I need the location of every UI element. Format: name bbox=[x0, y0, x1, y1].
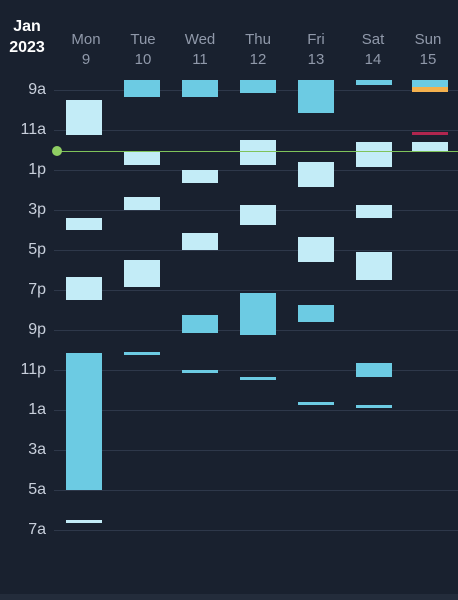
day-number: 11 bbox=[192, 51, 208, 68]
calendar-event-block[interactable] bbox=[356, 251, 392, 280]
calendar-event-block[interactable] bbox=[124, 260, 160, 287]
calendar-event-block[interactable] bbox=[182, 80, 218, 97]
day-name: Wed bbox=[184, 31, 216, 48]
day-name: Tue bbox=[130, 31, 156, 48]
year-label: 2023 bbox=[9, 39, 45, 56]
calendar-event-block[interactable] bbox=[240, 140, 276, 165]
day-name: Sun bbox=[414, 31, 442, 48]
calendar-event-block[interactable] bbox=[124, 151, 160, 165]
time-label-3p: 3p bbox=[28, 201, 46, 218]
day-name: Fri bbox=[307, 31, 325, 48]
day-number: 10 bbox=[134, 51, 152, 68]
calendar-event-block[interactable] bbox=[412, 86, 448, 92]
time-label-11a: 11a bbox=[20, 121, 46, 138]
calendar-event-block[interactable] bbox=[298, 305, 334, 322]
day-name: Sat bbox=[361, 31, 385, 48]
month-label: Jan bbox=[13, 18, 41, 35]
grid-line bbox=[54, 450, 458, 451]
calendar-event-block[interactable] bbox=[412, 131, 448, 135]
calendar-event-block[interactable] bbox=[356, 405, 392, 408]
calendar-event-block[interactable] bbox=[182, 315, 218, 334]
calendar-event-block[interactable] bbox=[298, 401, 334, 405]
time-label-1a: 1a bbox=[28, 401, 46, 418]
grid-line bbox=[54, 290, 458, 291]
calendar-event-block[interactable] bbox=[356, 363, 392, 377]
day-header-sat[interactable]: Sat 14 bbox=[344, 30, 402, 70]
time-label-3a: 3a bbox=[28, 441, 46, 458]
grid-line bbox=[54, 370, 458, 371]
day-number: 14 bbox=[364, 51, 382, 68]
time-label-9a: 9a bbox=[28, 81, 46, 98]
day-name: Mon bbox=[71, 31, 101, 48]
calendar-event-block[interactable] bbox=[182, 370, 218, 373]
time-label-5a: 5a bbox=[28, 481, 46, 498]
time-label-11p: 11p bbox=[20, 361, 46, 378]
day-name: Thu bbox=[245, 31, 271, 48]
time-label-7p: 7p bbox=[28, 281, 46, 298]
time-label-1p: 1p bbox=[28, 161, 46, 178]
current-time-dot bbox=[52, 146, 62, 156]
calendar-event-block[interactable] bbox=[182, 233, 218, 250]
grid-line bbox=[54, 490, 458, 491]
time-label-5p: 5p bbox=[28, 241, 46, 258]
day-number: 15 bbox=[419, 51, 437, 68]
bottom-bar bbox=[0, 594, 458, 600]
day-number: 13 bbox=[307, 51, 325, 68]
calendar-event-block[interactable] bbox=[66, 100, 102, 135]
day-header-tue[interactable]: Tue 10 bbox=[114, 30, 172, 70]
calendar-event-block[interactable] bbox=[298, 236, 334, 262]
calendar-event-block[interactable] bbox=[412, 80, 448, 87]
grid-line bbox=[54, 410, 458, 411]
day-header-sun[interactable]: Sun 15 bbox=[399, 30, 457, 70]
time-label-7a: 7a bbox=[28, 521, 46, 538]
day-header-fri[interactable]: Fri 13 bbox=[287, 30, 345, 70]
day-number: 9 bbox=[81, 51, 91, 68]
calendar-event-block[interactable] bbox=[124, 351, 160, 355]
calendar-event-block[interactable] bbox=[240, 376, 276, 380]
calendar-event-block[interactable] bbox=[240, 293, 276, 335]
grid-line bbox=[54, 250, 458, 251]
calendar-event-block[interactable] bbox=[66, 276, 102, 300]
day-number: 12 bbox=[249, 51, 267, 68]
grid-line bbox=[54, 170, 458, 171]
calendar-event-block[interactable] bbox=[412, 141, 448, 152]
day-header-mon[interactable]: Mon 9 bbox=[57, 30, 115, 70]
calendar-event-block[interactable] bbox=[66, 218, 102, 230]
calendar-event-block[interactable] bbox=[124, 80, 160, 97]
calendar-event-block[interactable] bbox=[356, 141, 392, 167]
day-header-thu[interactable]: Thu 12 bbox=[229, 30, 287, 70]
calendar-event-block[interactable] bbox=[182, 170, 218, 184]
grid-line bbox=[54, 130, 458, 131]
current-time-line bbox=[57, 151, 458, 152]
grid-line bbox=[54, 530, 458, 531]
calendar-event-block[interactable] bbox=[240, 205, 276, 225]
calendar-event-block[interactable] bbox=[298, 80, 334, 114]
calendar-event-block[interactable] bbox=[124, 196, 160, 210]
day-header-wed[interactable]: Wed 11 bbox=[171, 30, 229, 70]
time-label-9p: 9p bbox=[28, 321, 46, 338]
calendar-event-block[interactable] bbox=[66, 520, 102, 523]
calendar-event-block[interactable] bbox=[66, 353, 102, 490]
calendar-event-block[interactable] bbox=[298, 161, 334, 187]
calendar-event-block[interactable] bbox=[240, 80, 276, 94]
calendar-event-block[interactable] bbox=[356, 205, 392, 219]
calendar-event-block[interactable] bbox=[356, 80, 392, 85]
